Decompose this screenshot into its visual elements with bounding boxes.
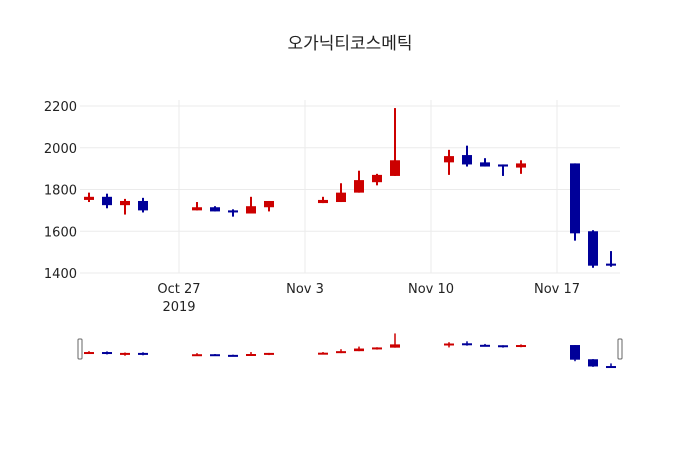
candle-increasing[interactable] [318,196,328,204]
candle-increasing[interactable] [444,149,454,175]
range-slider-left-handle[interactable] [77,338,83,360]
x-tick-label: Nov 17 [534,282,580,297]
x-tick-label: Oct 27 [157,282,200,297]
gridlines [80,100,620,274]
candle-increasing[interactable] [84,192,94,203]
candle-increasing[interactable] [264,200,274,212]
x-tick-year-label: 2019 [162,300,195,315]
range-slider[interactable] [77,333,623,369]
range-slider-candles [84,333,616,369]
y-tick-label: 2000 [44,142,77,157]
x-tick-label: Nov 3 [286,282,324,297]
candle-decreasing[interactable] [570,163,580,241]
y-tick-label: 1400 [44,267,77,282]
candle-decreasing[interactable] [588,230,598,268]
candle-decreasing[interactable] [228,209,238,217]
y-tick-label: 1600 [44,225,77,240]
y-tick-label: 1800 [44,184,77,199]
candle-increasing[interactable] [336,183,346,203]
candle-increasing[interactable] [120,198,130,215]
candle-increasing[interactable] [192,202,202,211]
candles[interactable] [84,108,616,268]
candle-increasing[interactable] [390,108,400,176]
candle-decreasing[interactable] [606,251,616,267]
y-axis: 1400 1600 1800 2000 2200 [44,100,77,282]
candle-increasing[interactable] [516,160,526,174]
range-slider-right-handle[interactable] [617,338,623,360]
candle-increasing[interactable] [246,196,256,214]
x-tick-label: Nov 10 [408,282,454,297]
candle-decreasing[interactable] [462,145,472,167]
candle-decreasing[interactable] [480,158,490,167]
chart-title: 오가닉티코스메틱 [287,34,412,54]
candle-decreasing[interactable] [210,206,220,212]
candle-increasing[interactable] [372,173,382,186]
candle-increasing[interactable] [354,170,364,193]
y-tick-label: 2200 [44,100,77,115]
candle-decreasing[interactable] [138,197,148,213]
candle-decreasing[interactable] [102,193,112,209]
candle-decreasing[interactable] [498,164,508,176]
x-axis: Oct 27 2019 Nov 3 Nov 10 Nov 17 [157,282,580,315]
